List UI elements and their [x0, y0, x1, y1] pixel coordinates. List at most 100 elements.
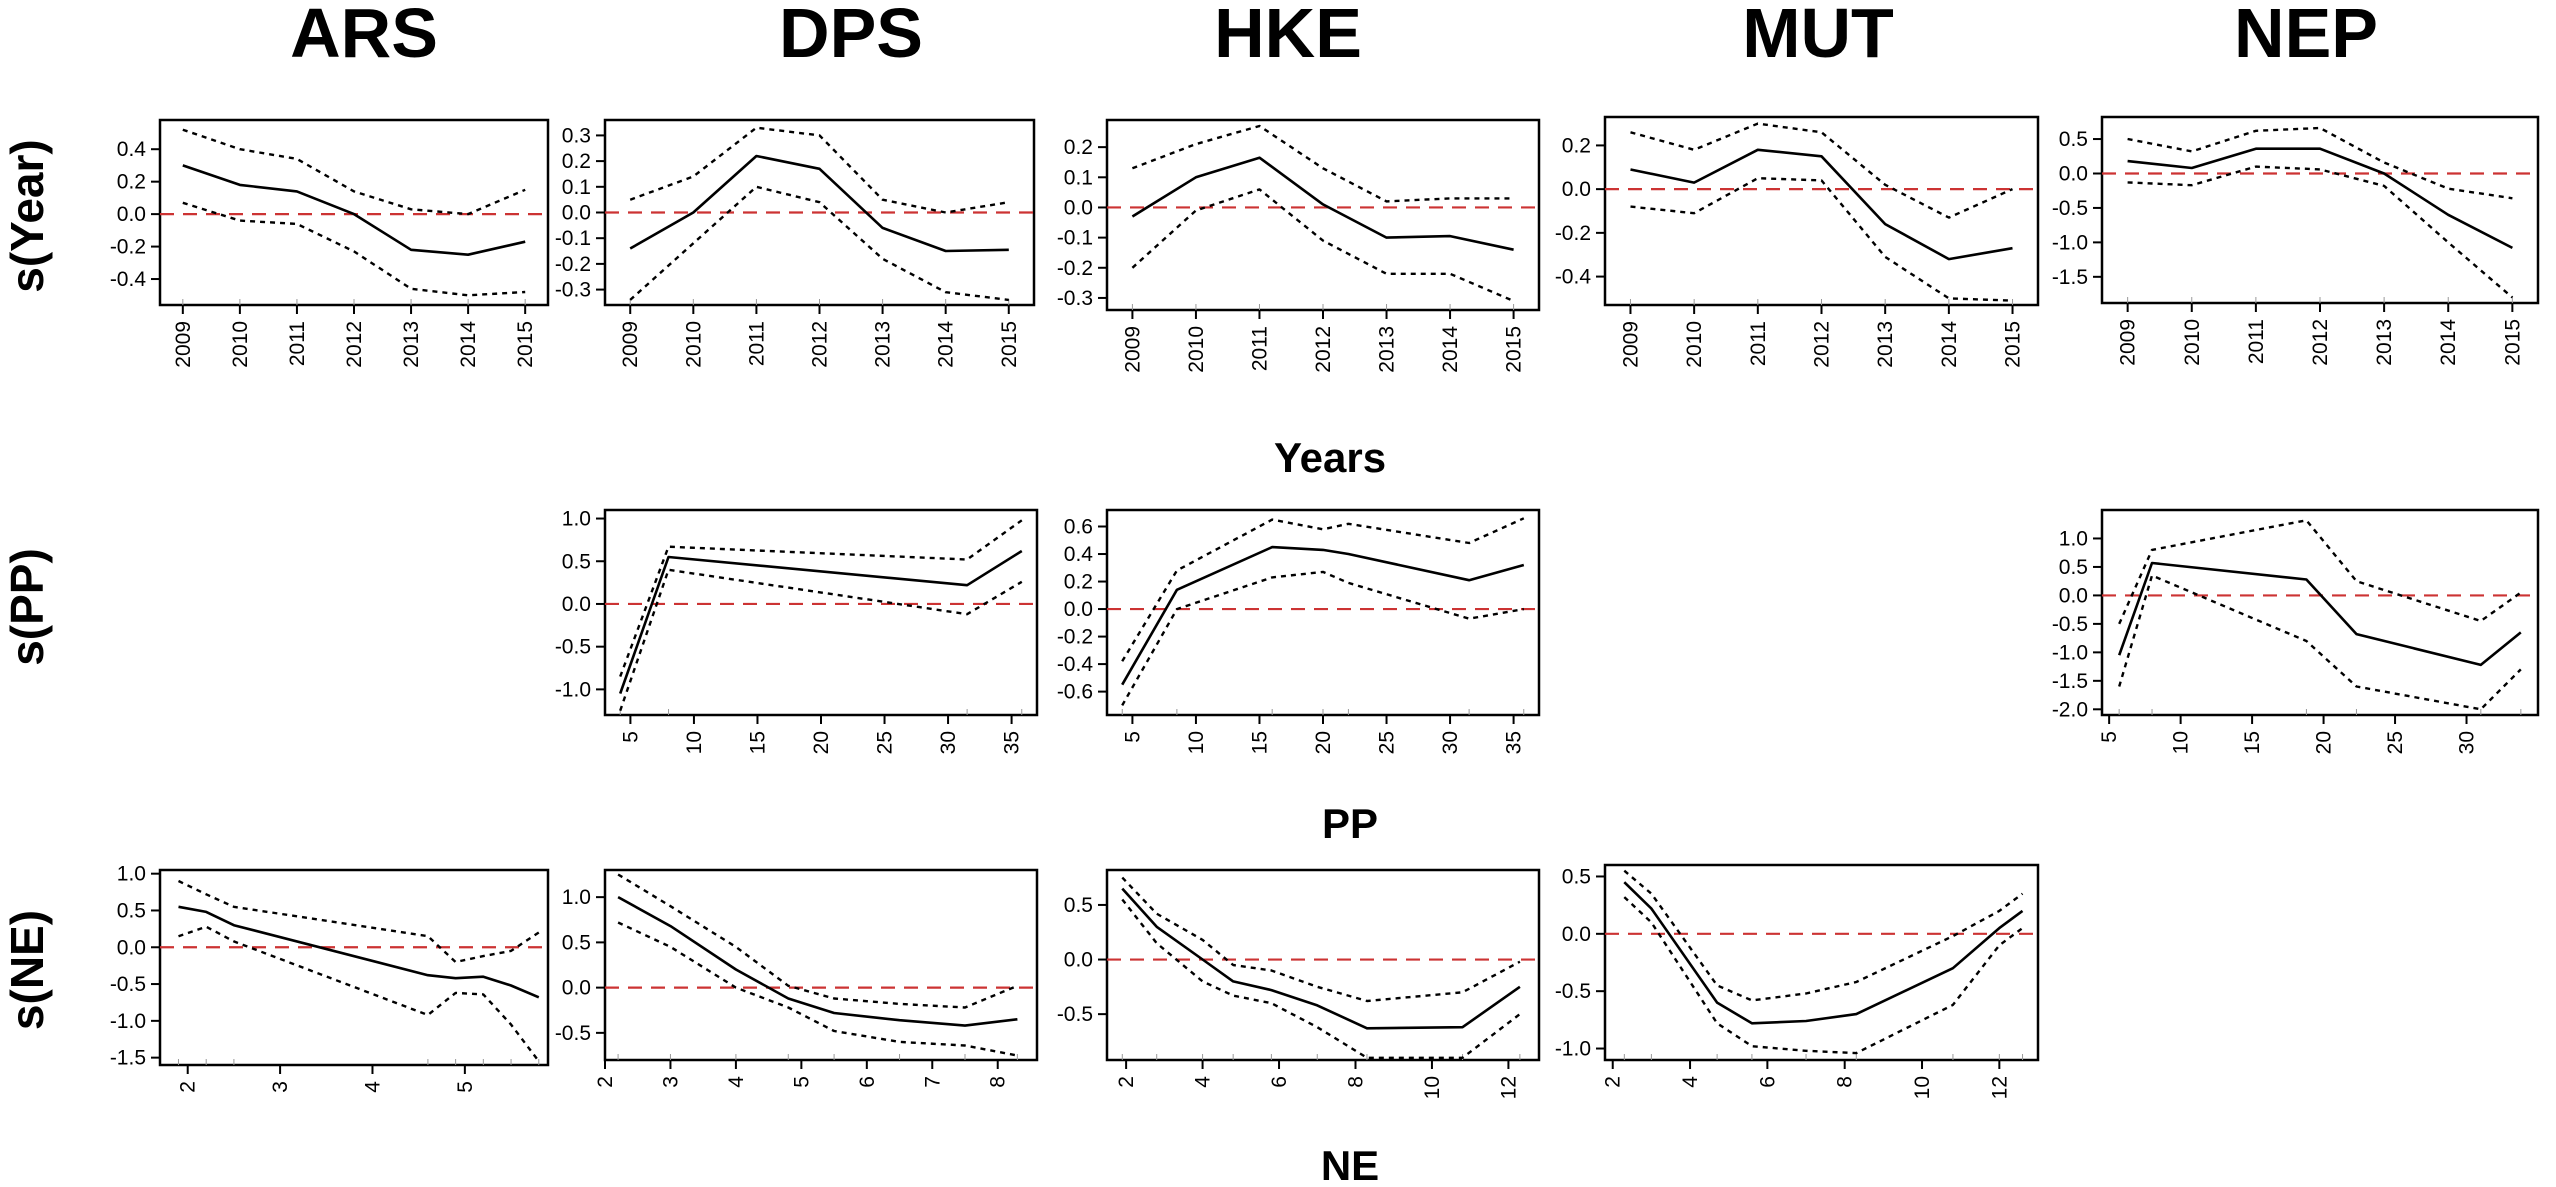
x-tick-label: 2	[594, 1076, 617, 1088]
axis-title-ne: NE	[1321, 1142, 1379, 1187]
y-tick-label: -0.2	[555, 253, 591, 276]
y-tick-label: 0.0	[1064, 949, 1093, 972]
plot-frame	[2100, 115, 2540, 305]
x-tick-label: 2015	[2002, 321, 2025, 368]
x-tick-label: 2	[1115, 1076, 1138, 1088]
y-tick-label: 0.5	[1064, 894, 1093, 917]
y-tick-label: -0.5	[1555, 980, 1591, 1003]
x-tick-label: 3	[659, 1076, 682, 1088]
x-tick-label: 2014	[1938, 321, 1961, 368]
x-tick-label: 2011	[745, 321, 768, 366]
x-tick-label: 10	[1185, 731, 1208, 754]
x-tick-label: 4	[361, 1081, 384, 1093]
y-tick-label: 0.5	[2059, 556, 2088, 579]
x-tick-label: 15	[1248, 731, 1271, 754]
y-tick-label: 0.0	[562, 593, 591, 616]
smooth-fit-line	[1121, 545, 1525, 686]
y-tick-label: 0.2	[1562, 134, 1591, 157]
x-tick-label: 2013	[400, 321, 423, 368]
y-tick-label: 1.0	[117, 863, 146, 886]
confidence-lower-line	[1630, 176, 2013, 302]
y-tick-label: 0.0	[1064, 598, 1093, 621]
y-tick-label: 0.0	[1562, 923, 1591, 946]
plot-frame	[158, 868, 550, 1067]
panel-year-dps: -0.3 -0.2 -0.10.0 0.1 0.2 0.3 2009 2010 2011 2012…	[555, 118, 1036, 368]
x-tick-label: 2014	[2437, 319, 2460, 366]
x-tick-label: 8	[1344, 1076, 1367, 1088]
confidence-lower-line	[1121, 898, 1521, 1060]
x-tick-label: 2013	[2373, 319, 2396, 366]
y-tick-label: -0.2	[110, 236, 146, 259]
smooth-fit-line	[1131, 156, 1514, 251]
x-tick-label: 2011	[1248, 326, 1271, 371]
x-tick-label: 10	[2170, 731, 2193, 754]
smooth-fit-line	[618, 549, 1023, 695]
x-tick-label: 2012	[809, 321, 832, 368]
x-tick-label: 2010	[1683, 321, 1706, 368]
confidence-lower-line	[1623, 896, 2024, 1055]
panel-year-nep: -1.5 -1.0 -0.5 0.0 0.5 2009 2010 2011 2012 2013 20…	[2052, 115, 2540, 366]
x-tick-label: 15	[2241, 731, 2264, 754]
x-tick-label: 5	[2098, 731, 2121, 743]
plot-frame	[2100, 508, 2540, 717]
x-tick-label: 25	[1376, 731, 1399, 754]
y-tick-label: -1.5	[2052, 670, 2088, 693]
x-tick-label: 30	[2456, 731, 2479, 754]
plot-frame	[603, 508, 1039, 717]
y-tick-label: 0.1	[562, 176, 591, 199]
panel-pp-hke: -0.6 -0.4 -0.2 0.0 0.2 0.4 0.6 5 10 15 20 25 30 35	[1057, 508, 1541, 754]
confidence-lower-line	[619, 568, 1023, 712]
panel-year-mut: -0.4 -0.2 0.0 0.2 2009 2010 2011 2012 2013 2014 20…	[1555, 115, 2040, 368]
y-tick-label: -1.5	[2052, 266, 2088, 289]
smooth-fit-line	[178, 905, 540, 999]
confidence-upper-line	[1121, 876, 1521, 1003]
x-tick-label: 2014	[935, 321, 958, 368]
y-tick-label: -0.4	[110, 268, 147, 291]
y-tick-label: 0.2	[562, 150, 591, 173]
x-tick-label: 3	[269, 1081, 292, 1093]
x-tick-label: 2	[177, 1081, 200, 1093]
x-tick-label: 10	[683, 731, 706, 754]
y-tick-label: -1.0	[1555, 1038, 1591, 1061]
x-tick-label: 2011	[286, 321, 309, 366]
confidence-upper-line	[1630, 122, 2013, 219]
y-tick-label: 0.0	[1562, 178, 1591, 201]
y-tick-label: -1.0	[110, 1010, 146, 1033]
x-tick-label: 2011	[2245, 319, 2268, 364]
x-tick-label: 7	[921, 1076, 944, 1088]
y-tick-label: -1.0	[555, 678, 591, 701]
confidence-upper-line	[617, 873, 1018, 1009]
y-tick-label: 0.0	[1064, 196, 1093, 219]
confidence-upper-line	[629, 126, 1009, 214]
column-title-hke: HKE	[1214, 0, 1362, 72]
confidence-upper-line	[182, 128, 526, 216]
y-tick-label: 0.4	[1064, 543, 1094, 566]
x-tick-label: 2010	[229, 321, 252, 368]
y-tick-label: 0.5	[117, 899, 146, 922]
y-tick-label: -0.5	[555, 636, 591, 659]
y-tick-label: 0.0	[2059, 162, 2088, 185]
y-tick-label: -0.2	[1057, 626, 1093, 649]
confidence-lower-line	[617, 921, 1018, 1057]
confidence-upper-line	[177, 879, 540, 964]
x-tick-label: 20	[1312, 731, 1335, 754]
y-tick-label: 0.4	[117, 138, 147, 161]
x-tick-label: 15	[746, 731, 769, 754]
x-tick-label: 6	[1756, 1076, 1779, 1088]
plot-frame	[603, 868, 1039, 1062]
confidence-upper-line	[2118, 519, 2522, 625]
y-tick-label: -0.4	[1057, 653, 1094, 676]
plot-frame	[158, 118, 550, 307]
y-tick-label: -0.3	[1057, 287, 1093, 310]
x-tick-label: 2010	[682, 321, 705, 368]
column-title-nep: NEP	[2234, 0, 2378, 72]
y-tick-label: 1.0	[562, 508, 591, 531]
x-tick-label: 20	[810, 731, 833, 754]
x-tick-label: 2012	[2309, 319, 2332, 366]
x-tick-label: 5	[454, 1081, 477, 1093]
smooth-fit-line	[617, 895, 1018, 1027]
x-tick-label: 35	[1503, 731, 1526, 754]
smooth-fit-line	[1121, 887, 1521, 1030]
x-tick-label: 2013	[1376, 326, 1399, 373]
